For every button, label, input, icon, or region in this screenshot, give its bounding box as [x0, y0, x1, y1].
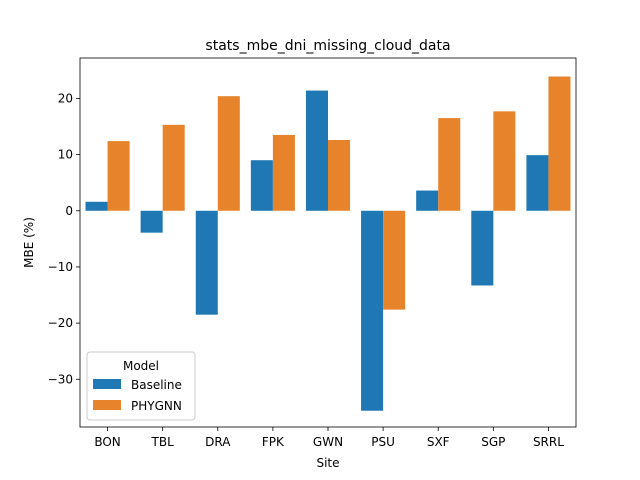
- x-tick-label: SGP: [481, 435, 505, 449]
- y-axis: −30 −20 −10 0 10 20: [48, 91, 80, 386]
- bar-phygnn-bon: [107, 141, 130, 211]
- x-tick-label: PSU: [371, 435, 395, 449]
- legend-swatch-baseline: [93, 379, 121, 389]
- y-tick-label: −30: [48, 372, 73, 386]
- x-tick-label: GWN: [313, 435, 343, 449]
- y-tick-label: −10: [48, 260, 73, 274]
- x-tick-label: SXF: [427, 435, 450, 449]
- x-tick-label: TBL: [151, 435, 175, 449]
- bar-baseline-sxf: [416, 190, 439, 211]
- y-tick-label: −20: [48, 316, 73, 330]
- bar-phygnn-sgp: [493, 111, 516, 211]
- x-axis: BON TBL DRA FPK GWN PSU SXF SGP SRRL: [94, 427, 564, 449]
- legend-label-phygnn: PHYGNN: [131, 399, 182, 413]
- y-axis-label: MBE (%): [22, 217, 36, 268]
- bar-baseline-bon: [85, 201, 108, 211]
- bar-phygnn-dra: [217, 96, 240, 211]
- x-tick-label: FPK: [262, 435, 285, 449]
- bar-phygnn-gwn: [328, 140, 351, 211]
- x-tick-label: DRA: [205, 435, 231, 449]
- bar-baseline-fpk: [250, 160, 273, 211]
- x-axis-label: Site: [316, 456, 339, 470]
- bar-baseline-tbl: [140, 210, 163, 233]
- x-tick-label: BON: [94, 435, 120, 449]
- bar-baseline-sgp: [471, 210, 494, 286]
- legend-label-baseline: Baseline: [131, 378, 182, 392]
- bar-phygnn-srrl: [548, 76, 571, 211]
- bar-baseline-psu: [361, 210, 384, 411]
- bars-group: [85, 76, 571, 411]
- bar-baseline-dra: [195, 210, 218, 315]
- legend-title: Model: [123, 359, 159, 373]
- bar-phygnn-psu: [383, 210, 406, 310]
- legend-swatch-phygnn: [93, 400, 121, 410]
- y-tick-label: 0: [65, 204, 73, 218]
- plot-frame: [79, 57, 577, 428]
- x-tick-label: SRRL: [533, 435, 564, 449]
- legend: Model Baseline PHYGNN: [86, 351, 196, 421]
- y-tick-label: 20: [58, 91, 73, 105]
- chart-title: stats_mbe_dni_missing_cloud_data: [205, 38, 450, 54]
- bar-phygnn-fpk: [272, 134, 295, 211]
- bar-phygnn-sxf: [438, 118, 461, 211]
- y-tick-label: 10: [58, 148, 73, 162]
- bar-baseline-gwn: [305, 90, 328, 211]
- bar-baseline-srrl: [526, 155, 549, 211]
- bar-phygnn-tbl: [162, 124, 185, 211]
